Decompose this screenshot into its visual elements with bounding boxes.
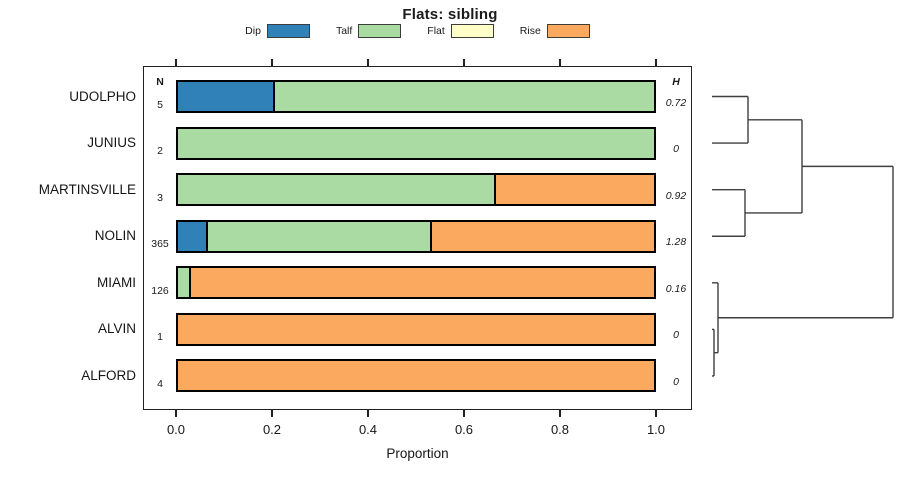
h-column-header: H	[672, 76, 680, 88]
bar-junius	[176, 126, 656, 160]
x-axis-tick-bottom	[175, 410, 177, 417]
x-axis-tick-top	[367, 59, 369, 66]
plot-area-border	[143, 66, 692, 410]
bar-segment-talf	[178, 268, 190, 298]
x-axis-tick-bottom	[463, 410, 465, 417]
legend-label: Flat	[427, 25, 445, 37]
bar-martinsville	[176, 173, 656, 207]
legend-item-dip: Dip	[245, 24, 310, 38]
x-axis-tick-top	[655, 59, 657, 66]
n-value: 5	[157, 98, 163, 111]
legend-item-talf: Talf	[335, 24, 402, 38]
h-value: 1.28	[665, 236, 687, 249]
legend-label: Dip	[245, 25, 261, 37]
bar-segment-talf	[272, 82, 654, 111]
x-axis-tick-bottom	[559, 410, 561, 417]
legend-swatch-dip	[266, 24, 310, 38]
bar-segment-dip	[178, 82, 273, 111]
legend-label: Talf	[335, 25, 353, 37]
x-axis-tick-label: 0.2	[262, 422, 282, 437]
category-label-nolin: NOLIN	[94, 228, 136, 244]
n-value: 1	[157, 331, 163, 344]
legend-label: Rise	[519, 25, 541, 37]
legend: Dip Talf Flat Rise	[143, 23, 692, 39]
legend-item-rise: Rise	[520, 24, 590, 38]
bar-segment-dip	[178, 221, 207, 251]
legend-item-flat: Flat	[427, 24, 494, 38]
x-axis-tick-label: 0.4	[358, 422, 378, 437]
h-value: 0.16	[665, 282, 687, 295]
category-label-martinsville: MARTINSVILLE	[38, 181, 136, 197]
bar-segment-rise	[189, 268, 654, 298]
bar-segment-rise	[494, 175, 654, 205]
x-axis-tick-top	[463, 59, 465, 66]
bar-segment-talf	[178, 128, 654, 158]
h-value: 0	[673, 143, 679, 156]
x-axis-tick-label: 0.0	[166, 422, 186, 437]
bar-segment-rise	[178, 314, 654, 344]
x-axis-tick-top	[559, 59, 561, 66]
x-axis-tick-top	[271, 59, 273, 66]
h-value: 0.72	[665, 96, 687, 109]
category-label-alford: ALFORD	[81, 367, 136, 383]
bar-alford	[176, 359, 656, 393]
n-column-header: N	[156, 76, 164, 88]
n-value: 3	[157, 191, 163, 204]
category-label-udolpho: UDOLPHO	[69, 88, 136, 104]
bar-miami	[176, 266, 656, 300]
bar-alvin	[176, 312, 656, 346]
bar-segment-talf	[206, 221, 431, 251]
n-value: 365	[151, 238, 169, 251]
bar-udolpho	[176, 80, 656, 113]
h-value: 0.92	[665, 189, 687, 202]
x-axis-tick-bottom	[655, 410, 657, 417]
n-value: 126	[151, 284, 169, 297]
h-value: 0	[673, 375, 679, 388]
h-value: 0	[673, 329, 679, 342]
legend-swatch-flat	[450, 24, 494, 38]
bar-segment-rise	[430, 221, 654, 251]
bar-nolin	[176, 219, 656, 253]
x-axis-tick-bottom	[367, 410, 369, 417]
legend-swatch-rise	[546, 24, 590, 38]
x-axis-tick-top	[175, 59, 177, 66]
x-axis-title: Proportion	[386, 446, 449, 461]
category-label-miami: MIAMI	[97, 274, 136, 290]
legend-swatch-talf	[358, 24, 402, 38]
n-value: 2	[157, 145, 163, 158]
category-label-junius: JUNIUS	[87, 135, 136, 151]
x-axis-tick-label: 0.6	[454, 422, 474, 437]
x-axis-tick-bottom	[271, 410, 273, 417]
x-axis-tick-label: 1.0	[646, 422, 666, 437]
n-value: 4	[157, 377, 163, 390]
bar-segment-talf	[178, 175, 495, 205]
bar-segment-rise	[178, 361, 654, 391]
category-label-alvin: ALVIN	[97, 321, 136, 337]
chart-title: Flats: sibling	[402, 6, 498, 23]
x-axis-tick-label: 0.8	[550, 422, 570, 437]
